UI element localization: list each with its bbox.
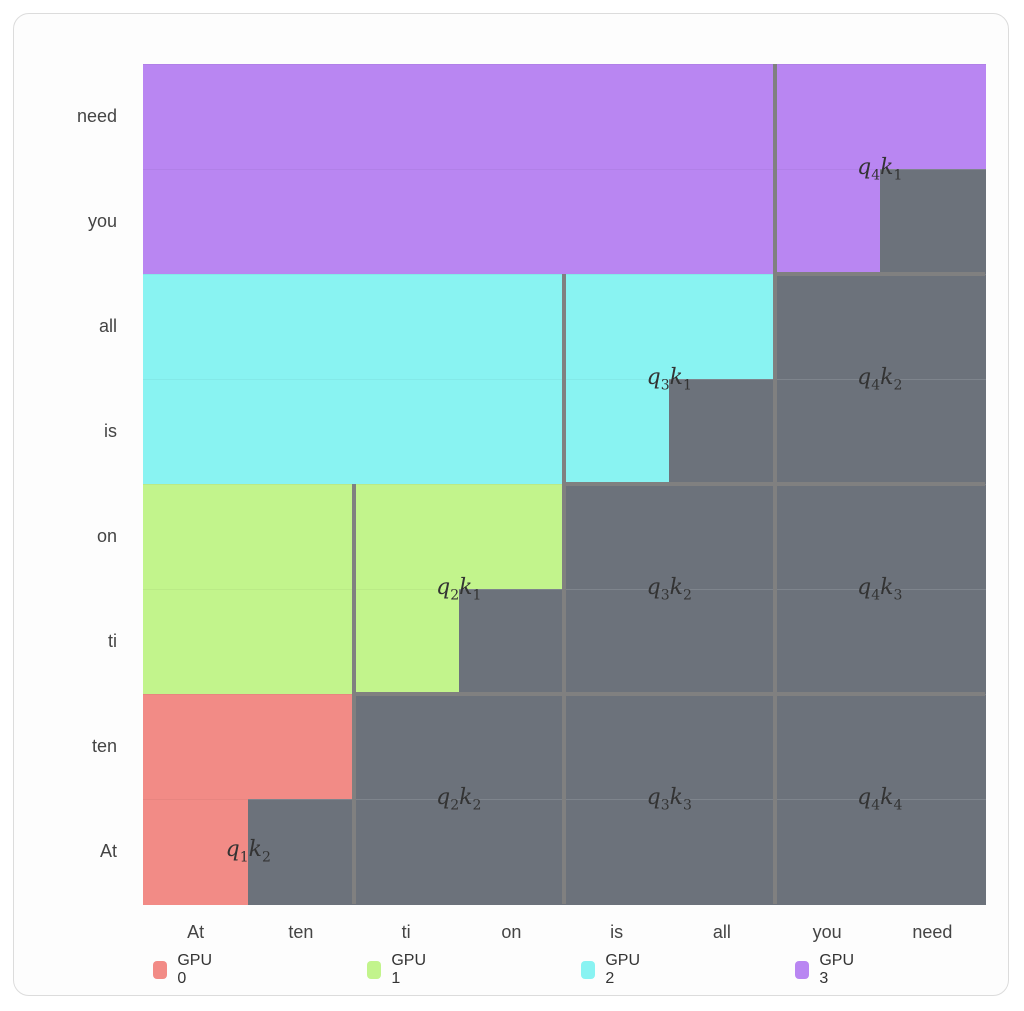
- grid-cell: [879, 799, 986, 905]
- grid-cell: [669, 64, 775, 170]
- grid-cell: [143, 694, 249, 800]
- grid-cell: [248, 169, 354, 275]
- grid-cell: [353, 274, 460, 380]
- grid-cell: [774, 274, 881, 380]
- grid-cell: [564, 694, 670, 800]
- grid-cell: [248, 484, 354, 590]
- col-token-label: need: [912, 922, 953, 942]
- grid-cell: [669, 274, 775, 380]
- row-token-label: is: [104, 420, 117, 441]
- grid-cell: [143, 64, 249, 170]
- grid-cell: [564, 64, 670, 170]
- grid-cell: [669, 379, 775, 485]
- grid-cell: [669, 484, 775, 590]
- grid-cell: [458, 169, 565, 275]
- grid-cell: [458, 484, 565, 590]
- grid-cell: [353, 64, 460, 170]
- col-token-label: all: [712, 922, 731, 942]
- grid-cell: [564, 799, 670, 905]
- grid-cell: [143, 379, 249, 485]
- grid-cell: [774, 589, 881, 695]
- legend-swatch: [795, 961, 810, 979]
- grid-cell: [353, 799, 460, 905]
- row-token-label: ti: [108, 630, 117, 651]
- row-token-label: you: [87, 210, 117, 231]
- grid-cell: [564, 274, 670, 380]
- block-divider-horizontal: [774, 272, 985, 276]
- block-divider-horizontal: [353, 692, 985, 696]
- row-token-label: need: [76, 105, 117, 126]
- grid-cell: [458, 274, 565, 380]
- col-token-label: ten: [288, 922, 314, 942]
- grid-cell: [458, 64, 565, 170]
- grid-cell: [774, 169, 881, 275]
- grid-cell: [353, 379, 460, 485]
- block-label-q4k4: q4k4: [857, 784, 903, 814]
- grid-cell: [879, 64, 986, 170]
- block-label-q1k2: q1k2: [225, 837, 271, 866]
- col-token-label: is: [610, 922, 624, 942]
- grid-cell: [564, 379, 670, 485]
- legend-label: GPU 1: [391, 952, 427, 987]
- block-label-q4k1: q4k1: [857, 154, 903, 184]
- block-label-q3k1: q3k1: [646, 364, 692, 394]
- legend-label: GPU 2: [605, 952, 641, 987]
- legend-swatch: [367, 961, 382, 979]
- legend-swatch: [581, 961, 596, 979]
- block-label-q4k3: q4k3: [857, 574, 903, 604]
- legend-label: GPU 0: [177, 952, 213, 987]
- legend-item-gpu3: GPU 3: [795, 952, 858, 988]
- grid-cell: [774, 799, 881, 905]
- grid-cell: [143, 799, 249, 905]
- block-divider-horizontal: [564, 482, 985, 486]
- block-label-q3k2: q3k2: [646, 574, 692, 604]
- grid-cell: [879, 589, 986, 695]
- legend-label: GPU 3: [819, 952, 855, 987]
- grid-cell: [248, 694, 354, 800]
- grid-cell: [143, 274, 249, 380]
- grid-cell: [564, 589, 670, 695]
- grid-cell: [669, 169, 775, 275]
- grid-cell: [143, 589, 249, 695]
- block-divider-vertical: [562, 274, 566, 904]
- grid-cell: [564, 484, 670, 590]
- row-token-label: on: [96, 525, 117, 546]
- row-token-label: all: [98, 315, 117, 336]
- grid-cell: [248, 274, 354, 380]
- grid-cell: [353, 169, 460, 275]
- grid-cell: [564, 169, 670, 275]
- grid-cell: [143, 484, 249, 590]
- grid-cell: [458, 589, 565, 695]
- grid-cell: [458, 799, 565, 905]
- col-token-label: ti: [401, 922, 411, 942]
- grid-cell: [458, 379, 565, 485]
- grid-cell: [879, 379, 986, 485]
- block-label-q2k1: q2k1: [436, 574, 482, 604]
- grid-cell: [774, 64, 881, 170]
- grid-cell: [879, 169, 986, 275]
- grid-cell: [774, 484, 881, 590]
- col-token-label: you: [812, 922, 842, 942]
- grid-cell: [143, 169, 249, 275]
- legend-item-gpu0: GPU 0: [153, 952, 216, 988]
- grid-cell: [248, 799, 354, 905]
- row-token-label: At: [99, 840, 117, 861]
- grid-cell: [248, 379, 354, 485]
- legend-item-gpu1: GPU 1: [367, 952, 430, 988]
- legend-swatch: [153, 961, 168, 979]
- block-label-q4k2: q4k2: [857, 364, 903, 394]
- grid-cell: [669, 589, 775, 695]
- grid-cell: [669, 799, 775, 905]
- col-token-label: on: [501, 922, 522, 942]
- block-label-q3k3: q3k3: [646, 784, 692, 814]
- block-label-q2k2: q2k2: [436, 784, 482, 814]
- grid-cell: [248, 64, 354, 170]
- row-token-label: ten: [91, 735, 117, 756]
- grid-cell: [774, 379, 881, 485]
- grid-cell: [353, 589, 460, 695]
- grid-cell: [248, 589, 354, 695]
- grid-cell: [353, 484, 460, 590]
- legend-item-gpu2: GPU 2: [581, 952, 644, 988]
- col-token-label: At: [187, 922, 205, 942]
